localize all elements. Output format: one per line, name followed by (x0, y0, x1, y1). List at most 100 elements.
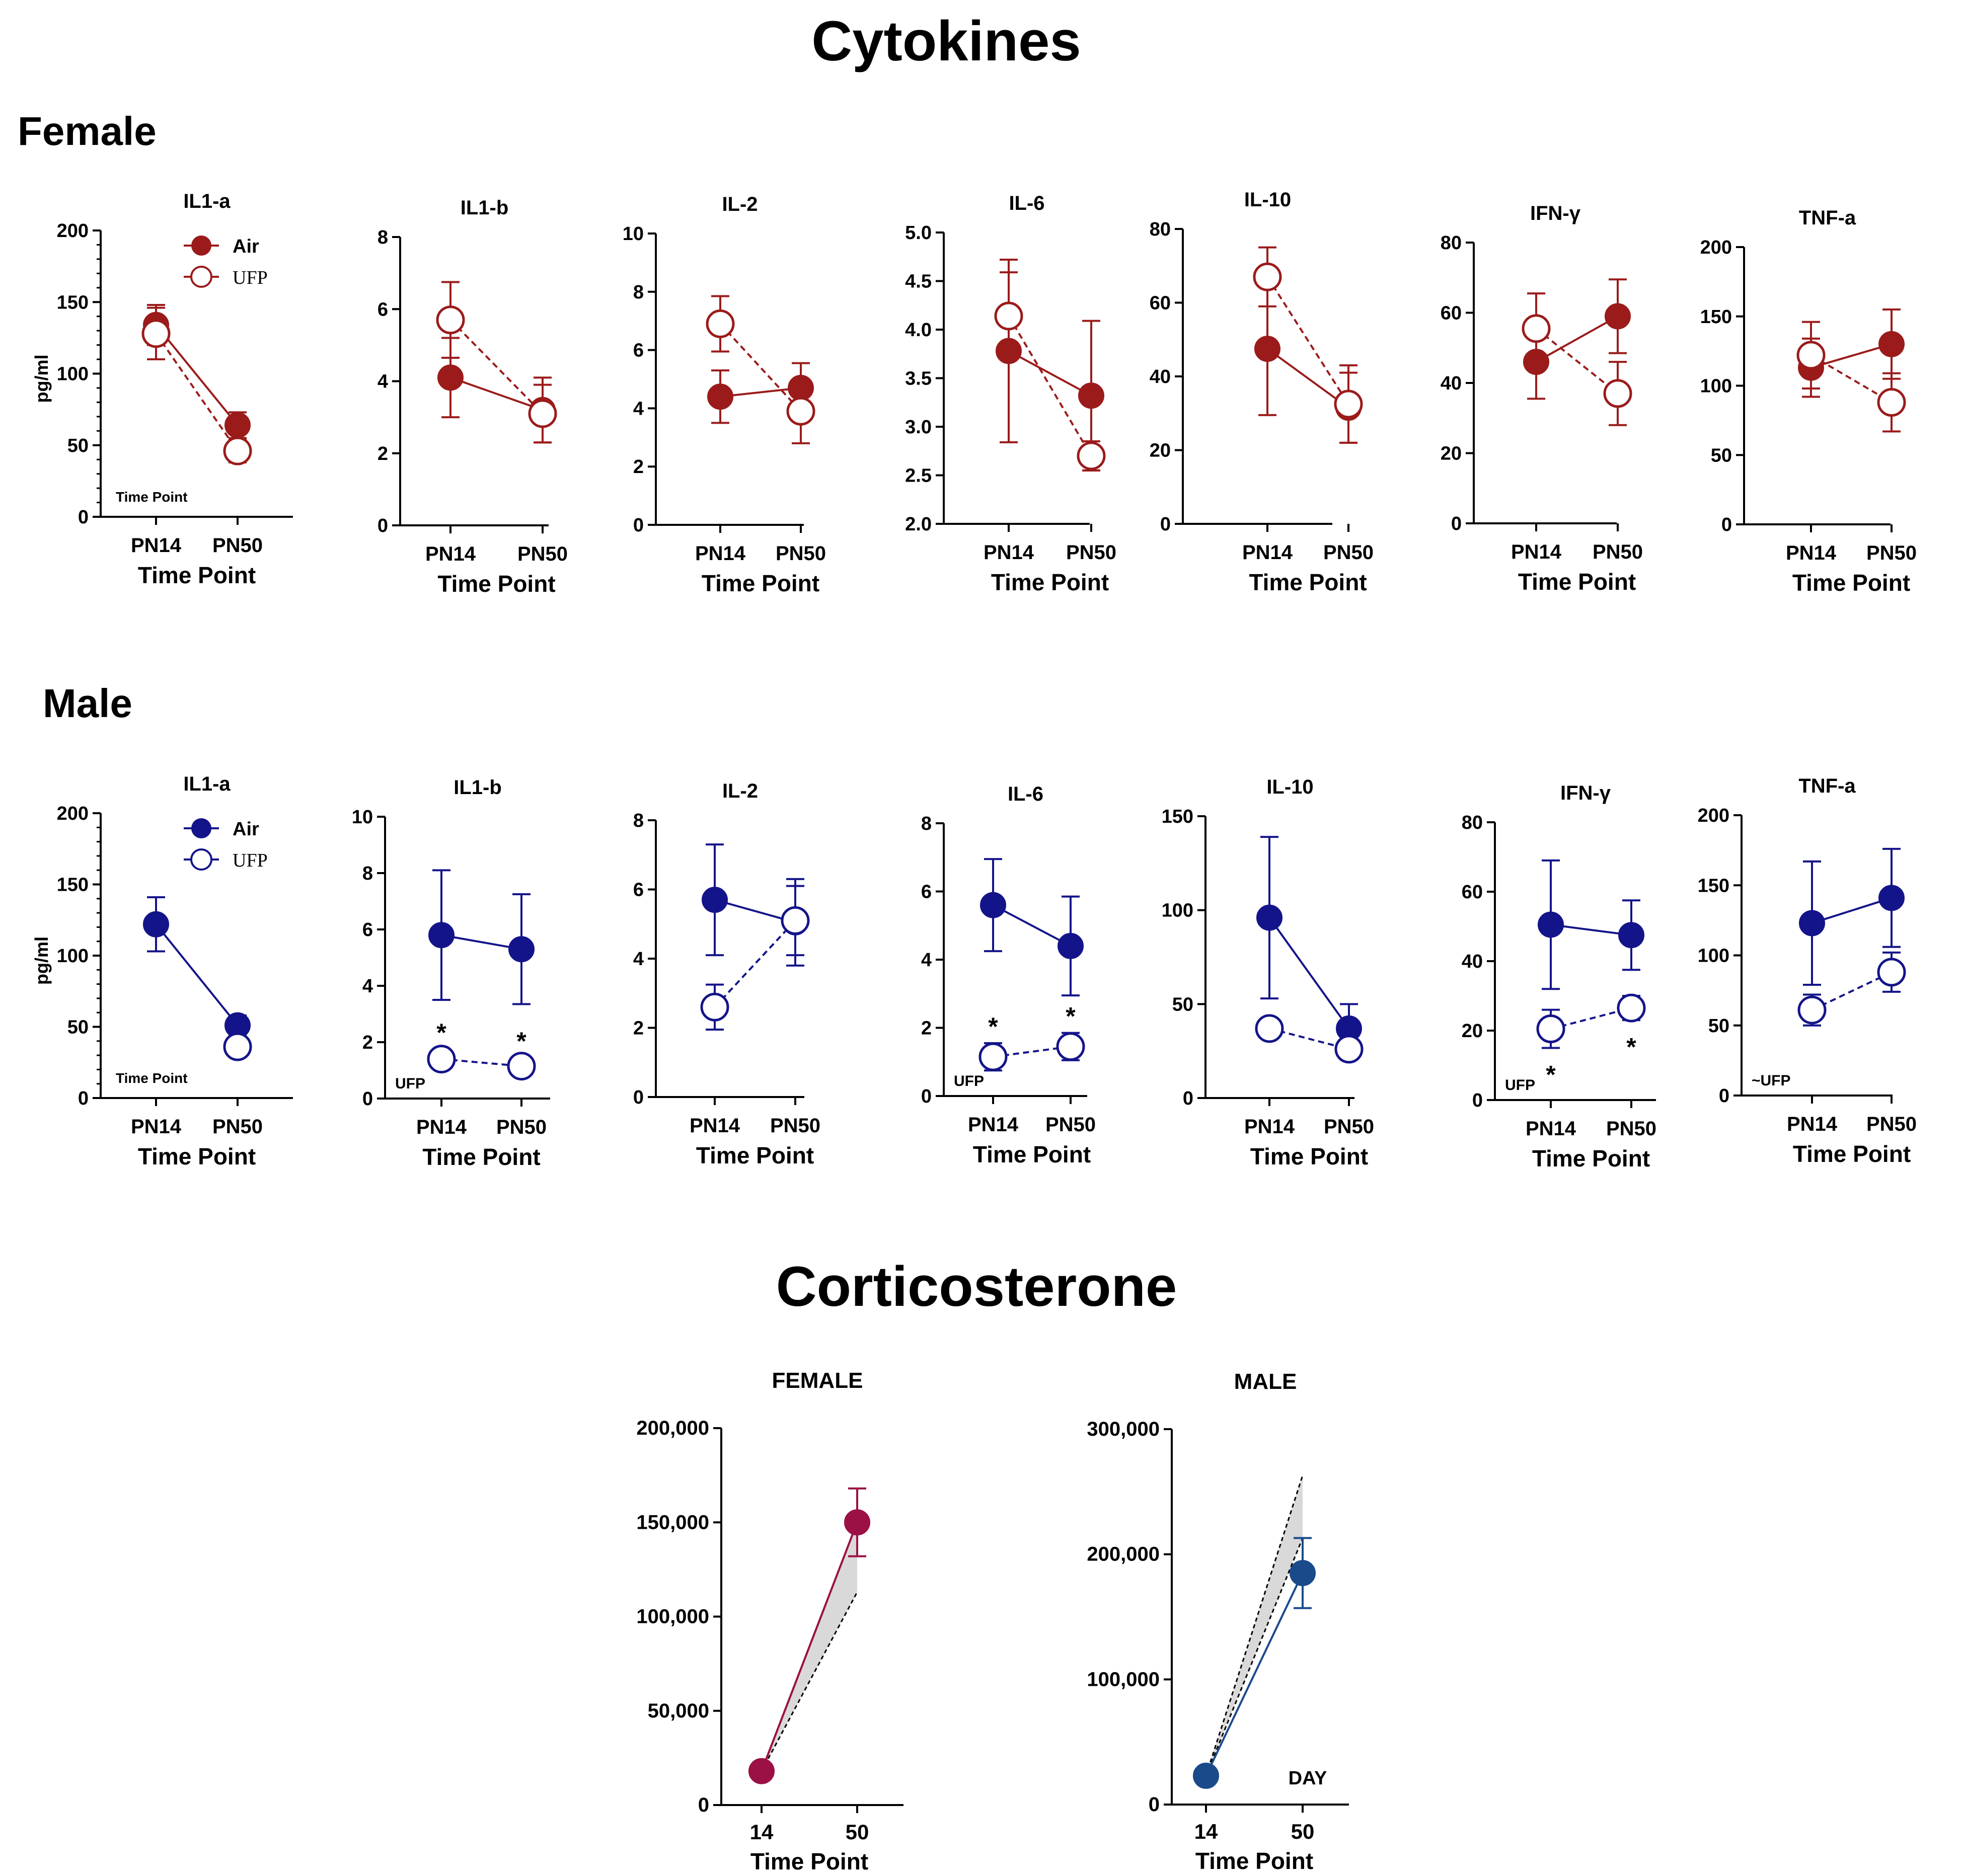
y-tick-label: 80 (1462, 812, 1483, 833)
chart-title: IL-2 (722, 780, 758, 802)
y-tick-label: 6 (362, 919, 373, 941)
data-point-mean (844, 1509, 870, 1536)
chart-title: IL-2 (722, 193, 758, 215)
x-tick-label: PN14 (1511, 541, 1562, 563)
x-axis-label: Time Point (1195, 1848, 1313, 1874)
significance-star: * (988, 1012, 998, 1041)
chart-f-il6: IL-6 2.0 2.5 3.0 3.5 4.0 4.5 5.0 PN14 PN50 Time Po… (905, 192, 1116, 595)
female-heading: Female (18, 109, 157, 153)
chart-title: MALE (1234, 1369, 1297, 1394)
data-point-ufp (507, 1052, 536, 1081)
chart-m-il10: IL-10 0 50 100 150 PN14 PN50 Time Point (1162, 776, 1374, 1169)
data-point-mean (1290, 1559, 1316, 1586)
data-point-ufp (436, 305, 465, 335)
data-point-mean (748, 1758, 775, 1784)
corticosterone-title: Corticosterone (776, 1255, 1177, 1318)
data-point-mean (1193, 1762, 1219, 1789)
series-line-air (1268, 917, 1350, 1030)
y-tick-label: 0 (1721, 514, 1732, 535)
x-tick-label: PN50 (1066, 541, 1116, 564)
data-point-ufp (1536, 1014, 1565, 1044)
x-axis-label: Time Point (750, 1848, 868, 1874)
chart-title: IL1-a (183, 190, 231, 212)
y-tick-label: 60 (1441, 303, 1462, 324)
x-tick-label: PN14 (968, 1114, 1019, 1136)
y-tick-label: 40 (1441, 373, 1462, 394)
y-tick-label: 40 (1150, 366, 1171, 387)
chart-c-female: FEMALE 0 50,000 100,000 150,000 200,000 14 50 Ti… (636, 1368, 903, 1874)
data-point-ufp (1334, 1035, 1364, 1064)
data-point-ufp (994, 301, 1023, 331)
data-point-ufp (1522, 314, 1551, 343)
data-point-air (980, 892, 1006, 918)
y-tick-label: 200,000 (636, 1417, 709, 1439)
chart-f-ifng: IFN-γ 0 20 40 60 80 PN14 PN50 Time Point (1441, 202, 1643, 595)
y-tick-label: 50 (1172, 994, 1193, 1015)
y-tick-label: 60 (1462, 882, 1483, 903)
x-axis-label: Time Point (973, 1141, 1091, 1167)
chart-c-male: MALE 0 100,000 200,000 300,000 14 50 Time Point… (1087, 1369, 1349, 1874)
y-tick-label: 4.5 (905, 271, 932, 292)
significance-star: * (516, 1027, 526, 1055)
x-tick-label: PN50 (1866, 1113, 1917, 1135)
y-tick-label: 2.5 (905, 465, 932, 487)
chart-m-il2: IL-2 0 2 4 6 8 PN14 PN50 Time Point (633, 780, 820, 1168)
legend-label: UFP (233, 850, 268, 871)
y-tick-label: 0 (1160, 514, 1171, 535)
significance-star: * (1626, 1033, 1636, 1061)
legend-label: Air (233, 819, 259, 840)
significance-star: * (1546, 1061, 1556, 1089)
data-point-ufp (706, 309, 735, 338)
legend-label: UFP (233, 267, 268, 288)
y-tick-label: 10 (623, 223, 644, 245)
series-line-air (450, 376, 543, 411)
y-tick-label: 200 (57, 803, 89, 824)
x-tick-label: PN14 (1244, 1116, 1295, 1138)
chart-f-il1b: IL1-b 0 2 4 6 8 PN14 PN50 Time Point (378, 197, 568, 597)
y-tick-label: 8 (633, 810, 644, 831)
series-line-mean (1205, 1573, 1304, 1776)
series-line-air (1266, 348, 1349, 409)
x-axis-label: Time Point (702, 570, 819, 596)
data-point-ufp (1334, 389, 1363, 419)
y-tick-label: 2 (362, 1032, 373, 1053)
y-tick-label: 0 (698, 1794, 709, 1816)
series-line-ufp (1535, 328, 1619, 395)
x-tick-label: PN14 (695, 542, 746, 565)
data-point-air (1538, 911, 1564, 938)
chart-f-il2: IL-2 0 2 4 6 8 10 PN14 PN50 Time Point (623, 193, 826, 596)
band-edge-lower (1205, 1537, 1304, 1776)
series-line-air (1008, 350, 1092, 397)
series-line-air (1536, 315, 1618, 363)
y-axis-label: pg/ml (31, 936, 52, 985)
y-tick-label: 100,000 (636, 1606, 709, 1628)
y-tick-label: 2 (378, 443, 388, 464)
y-tick-label: 2 (921, 1018, 932, 1039)
x-tick-label: PN14 (984, 541, 1034, 564)
y-tick-label: 300,000 (1087, 1418, 1160, 1440)
y-tick-label: 3.0 (905, 417, 932, 438)
x-axis-label: Time Point (696, 1142, 814, 1168)
x-tick-label: PN14 (690, 1115, 740, 1137)
y-tick-label: 2.0 (905, 514, 932, 535)
data-point-air (428, 922, 455, 949)
x-tick-label: 50 (846, 1820, 869, 1844)
y-tick-label: 100 (1162, 900, 1193, 921)
x-tick-label: PN14 (1526, 1118, 1576, 1140)
y-tick-label: 80 (1441, 232, 1462, 254)
y-tick-label: 100 (1698, 946, 1729, 967)
y-tick-label: 50 (67, 1017, 89, 1038)
series-line-ufp (1810, 354, 1893, 404)
y-tick-label: 3.5 (905, 368, 932, 389)
chart-f-il10: IL-10 0 20 40 60 80 PN14 PN50 Time Point (1150, 189, 1374, 595)
significance-star: * (436, 1019, 446, 1047)
x-axis-label: Time Point (991, 569, 1109, 595)
band-edge-upper (1205, 1475, 1304, 1776)
legend-label: Air (233, 236, 259, 257)
chart-note: UFP (395, 1075, 425, 1092)
y-tick-label: 50 (67, 435, 89, 456)
series-line-ufp (1008, 315, 1092, 456)
chart-m-ifng: IFN-γ 0 20 40 60 80 PN14 PN50 Time Point * * UFP (1462, 782, 1656, 1171)
y-tick-label: 2 (633, 1018, 644, 1039)
data-point-air (1605, 303, 1631, 330)
